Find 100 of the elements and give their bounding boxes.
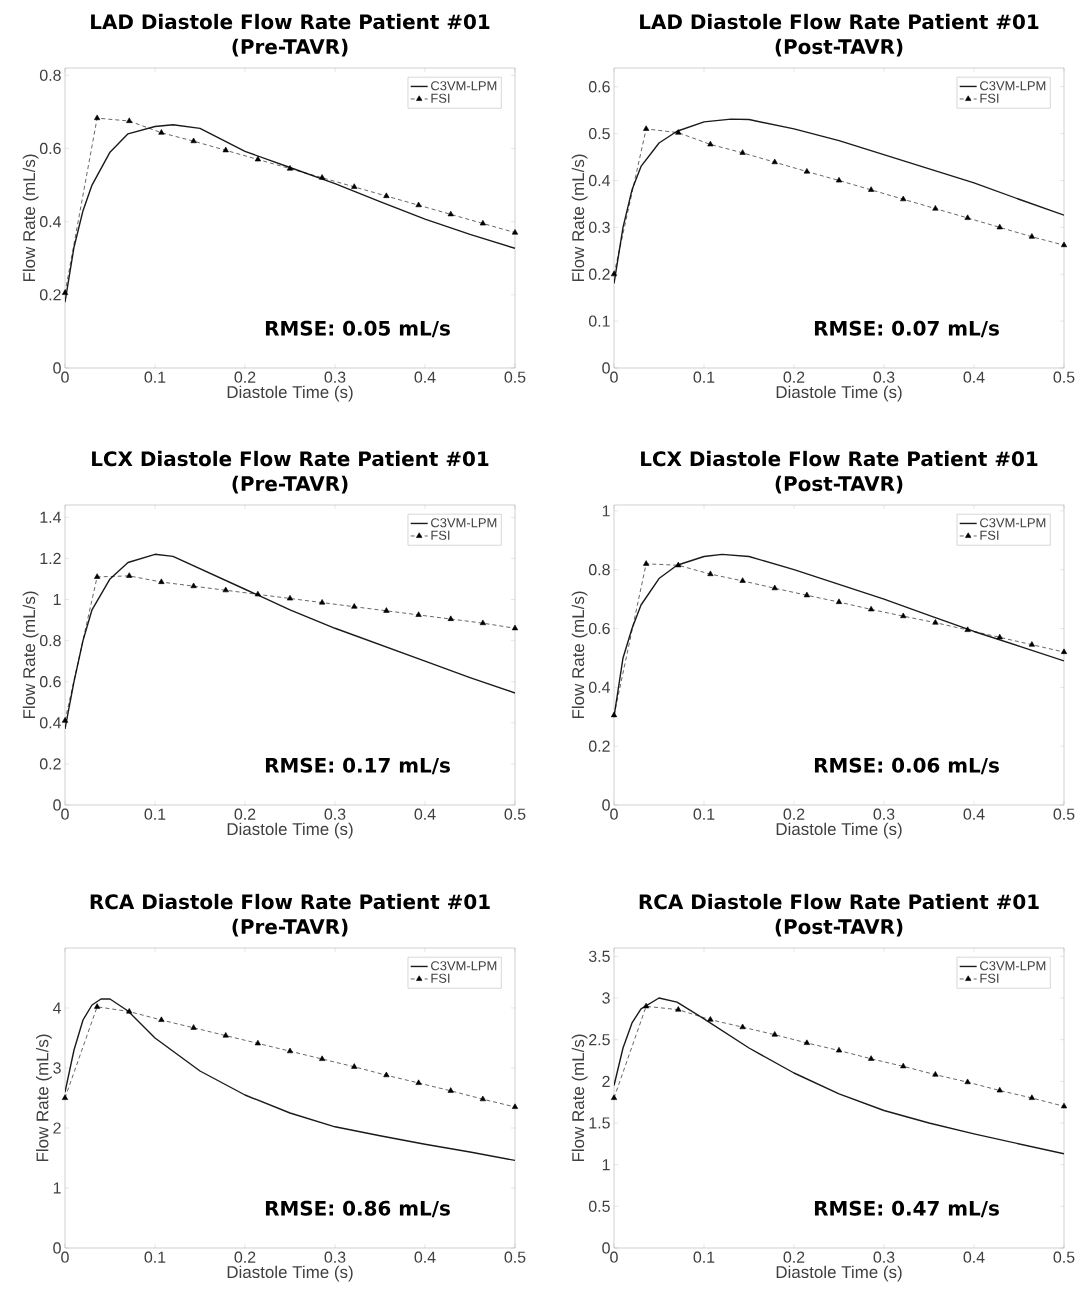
x-tick-label: 0.4 — [414, 808, 436, 820]
y-tick-label: 0 — [53, 799, 61, 811]
y-tick-label: 0.8 — [588, 564, 610, 576]
y-tick-label: 1 — [53, 1182, 61, 1194]
legend-label: C3VM-LPM — [980, 518, 1046, 528]
y-tick-label: 0.2 — [39, 289, 61, 301]
x-tick-label: 0.2 — [783, 808, 805, 820]
y-tick-label: 0.8 — [39, 634, 61, 647]
y-tick-label: 2 — [53, 1122, 61, 1134]
x-tick-label: 0.5 — [504, 371, 526, 383]
annotation: RMSE: 0.07 mL/s — [814, 320, 999, 338]
y-tick-label: 1 — [602, 505, 610, 517]
y-tick-label: 0.1 — [588, 315, 610, 327]
x-tick-label: 0.2 — [783, 1251, 805, 1263]
y-axis-title: Flow Rate (mL/s) — [22, 591, 39, 719]
annotation: RMSE: 0.06 mL/s — [814, 757, 999, 775]
y-tick-label: 3 — [53, 1062, 61, 1074]
y-tick-label: 0.6 — [588, 81, 610, 93]
x-tick-label: 0.5 — [1053, 808, 1075, 820]
x-tick-label: 0.4 — [963, 808, 985, 820]
x-tick-label: 0.3 — [324, 371, 346, 383]
x-axis-title: Diastole Time (s) — [776, 1265, 902, 1282]
annotation: RMSE: 0.47 mL/s — [814, 1200, 999, 1218]
x-tick-label: 0.1 — [144, 808, 166, 820]
x-tick-label: 0.5 — [504, 1251, 526, 1263]
legend-label: FSI — [980, 973, 999, 983]
chart-subtitle: (Pre-TAVR) — [232, 38, 348, 57]
x-tick-label: 0.3 — [873, 808, 895, 820]
x-tick-label: 0.3 — [324, 1251, 346, 1263]
y-tick-label: 0.2 — [39, 758, 61, 770]
x-tick-label: 0.2 — [234, 371, 256, 383]
x-tick-label: 0.3 — [873, 1251, 895, 1263]
y-tick-label: 0.6 — [39, 676, 61, 688]
x-tick-label: 0.3 — [324, 808, 346, 820]
chart-title: LCX Diastole Flow Rate Patient #01 — [641, 450, 1038, 467]
y-tick-label: 0 — [53, 1242, 61, 1254]
y-tick-label: 0 — [602, 1242, 610, 1254]
legend-label: C3VM-LPM — [980, 961, 1046, 971]
y-tick-label: 0.4 — [588, 174, 611, 187]
x-tick-label: 0.2 — [234, 808, 256, 820]
chart-subtitle: (Post-TAVR) — [775, 475, 903, 494]
legend-label: FSI — [431, 530, 450, 540]
x-axis-title: Diastole Time (s) — [227, 385, 353, 402]
y-axis-title: Flow Rate (mL/s) — [571, 591, 588, 719]
legend-label: FSI — [431, 93, 450, 103]
y-tick-label: 0.2 — [588, 740, 610, 752]
chart-subtitle: (Pre-TAVR) — [232, 475, 348, 494]
x-tick-label: 0.4 — [963, 371, 985, 383]
y-tick-label: 1.4 — [40, 511, 62, 523]
chart-subtitle: (Post-TAVR) — [775, 38, 903, 57]
x-tick-label: 0.1 — [693, 808, 715, 820]
y-tick-label: 0.6 — [39, 142, 61, 155]
x-axis-title: Diastole Time (s) — [227, 822, 353, 839]
x-tick-label: 0.5 — [1053, 1251, 1075, 1263]
y-tick-label: 0.5 — [588, 1200, 610, 1212]
x-tick-label: 0.4 — [963, 1251, 985, 1263]
chart-title: LAD Diastole Flow Rate Patient #01 — [640, 13, 1039, 30]
y-tick-label: 1 — [602, 1159, 610, 1171]
y-tick-label: 2 — [602, 1075, 610, 1087]
y-axis-title: Flow Rate (mL/s) — [22, 154, 39, 282]
legend-label: FSI — [431, 973, 450, 983]
y-axis-title: Flow Rate (mL/s) — [571, 1034, 588, 1162]
y-axis-title: Flow Rate (mL/s) — [571, 154, 588, 282]
legend-label: C3VM-LPM — [980, 81, 1046, 91]
legend-label: FSI — [980, 530, 999, 540]
y-tick-label: 4 — [52, 1002, 62, 1014]
annotation: RMSE: 0.86 mL/s — [265, 1200, 450, 1218]
x-tick-label: 0.3 — [873, 371, 895, 383]
x-tick-label: 0.1 — [144, 1251, 166, 1263]
x-tick-label: 0.4 — [414, 1251, 436, 1263]
y-tick-label: 0.2 — [588, 268, 610, 280]
chart-subtitle: (Pre-TAVR) — [232, 918, 348, 937]
y-tick-label: 2.5 — [589, 1034, 610, 1046]
x-tick-label: 0.1 — [693, 371, 715, 383]
y-tick-label: 0.4 — [39, 717, 62, 729]
x-axis-title: Diastole Time (s) — [776, 385, 902, 402]
chart-subtitle: (Post-TAVR) — [775, 918, 903, 937]
legend-label: C3VM-LPM — [431, 518, 497, 528]
chart-title: RCA Diastole Flow Rate Patient #01 — [90, 893, 490, 910]
legend-label: FSI — [980, 93, 999, 103]
x-tick-label: 0.5 — [504, 808, 526, 820]
y-tick-label: 0 — [53, 362, 61, 374]
y-tick-label: 0.4 — [588, 681, 611, 693]
y-tick-label: 0 — [602, 799, 610, 811]
x-tick-label: 0.2 — [783, 371, 805, 383]
y-axis-title: Flow Rate (mL/s) — [36, 1034, 52, 1162]
x-tick-label: 0.1 — [693, 1251, 715, 1263]
annotation: RMSE: 0.17 mL/s — [265, 757, 450, 775]
y-tick-label: 3 — [602, 992, 610, 1004]
chart-title: LCX Diastole Flow Rate Patient #01 — [92, 450, 489, 467]
x-axis-title: Diastole Time (s) — [776, 822, 902, 839]
y-tick-label: 0.3 — [588, 221, 610, 234]
chart-title: RCA Diastole Flow Rate Patient #01 — [639, 893, 1039, 910]
y-tick-label: 1 — [53, 594, 61, 605]
y-tick-label: 0 — [602, 362, 610, 374]
x-tick-label: 0.4 — [414, 371, 436, 383]
x-tick-label: 0.1 — [144, 371, 166, 383]
y-tick-label: 0.4 — [39, 216, 62, 228]
y-tick-label: 1.2 — [40, 552, 61, 564]
y-tick-label: 0.5 — [588, 127, 610, 140]
